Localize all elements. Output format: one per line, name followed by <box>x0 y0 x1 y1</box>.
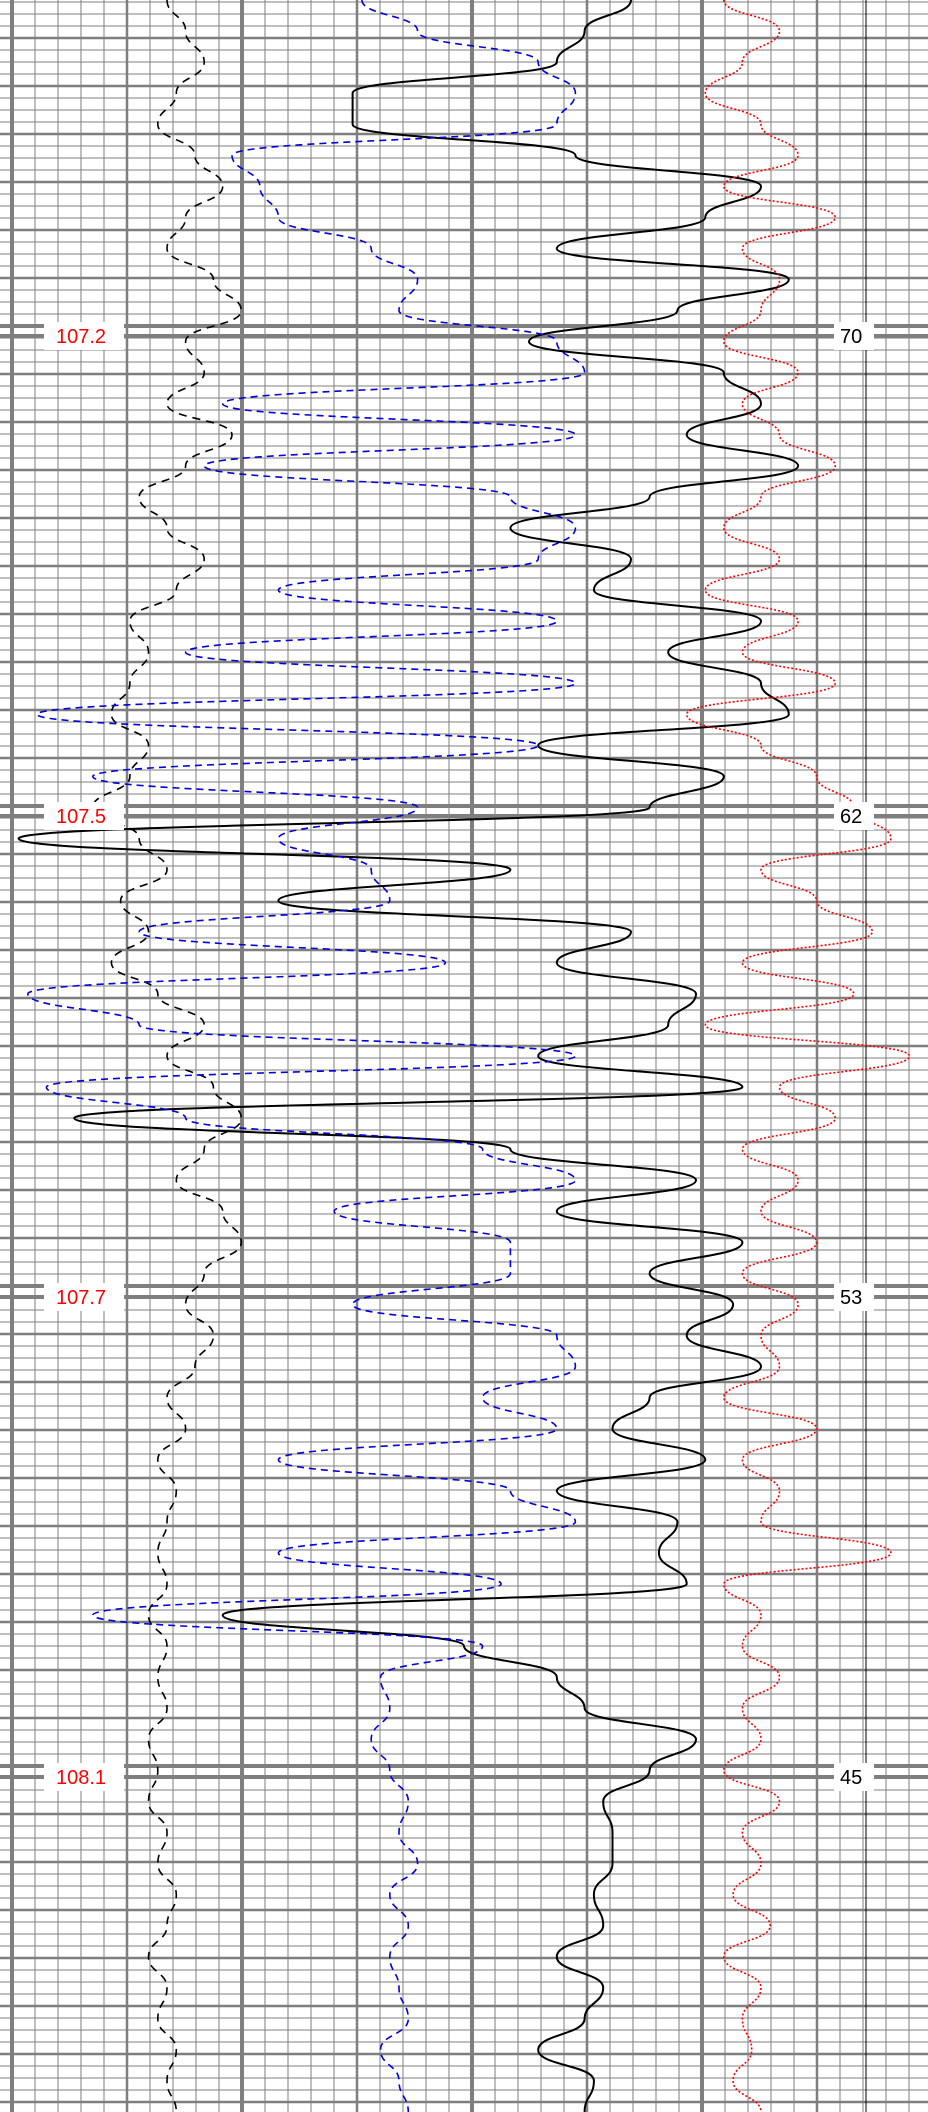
scale-tick-bg <box>834 322 874 350</box>
scale-tick-label: 62 <box>840 806 862 828</box>
depth-tick-bg <box>44 322 124 350</box>
scale-tick-bg <box>834 802 874 830</box>
depth-tick-label: 107.2 <box>56 326 106 348</box>
track-labels: 107.2 107.5 107.7 108.1 70 62 53 45 <box>44 322 874 1791</box>
scale-tick-label: 45 <box>840 1767 862 1789</box>
scale-tick-label: 53 <box>840 1287 862 1309</box>
scale-tick-bg <box>834 1283 874 1311</box>
depth-tick-label: 107.7 <box>56 1287 106 1309</box>
scale-tick-bg <box>834 1763 874 1791</box>
depth-tick-bg <box>44 1763 124 1791</box>
scale-tick-label: 70 <box>840 326 862 348</box>
depth-tick-bg <box>44 802 124 830</box>
log-curve-dashed-blue <box>27 0 586 2112</box>
log-curve-solid-black <box>17 0 800 2112</box>
depth-tick-label: 108.1 <box>56 1767 106 1789</box>
depth-tick-label: 107.5 <box>56 806 106 828</box>
curves <box>17 0 911 2112</box>
log-curve-dotted-red <box>685 0 911 2112</box>
depth-tick-bg <box>44 1283 124 1311</box>
